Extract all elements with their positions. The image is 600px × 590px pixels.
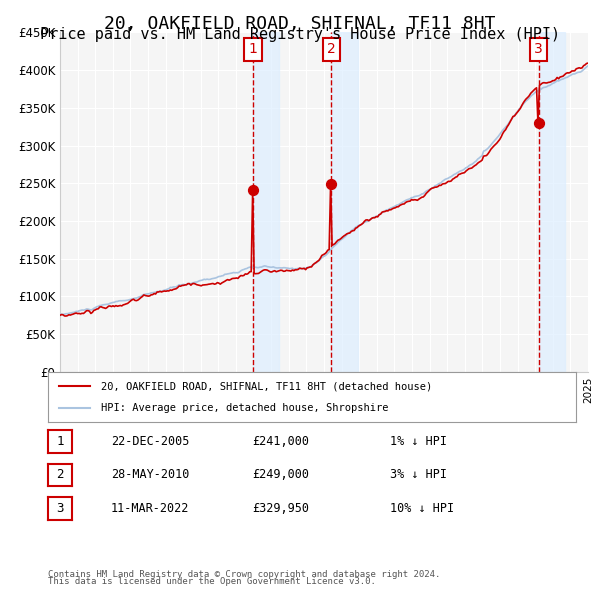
Text: £329,950: £329,950 — [252, 502, 309, 515]
Text: Price paid vs. HM Land Registry's House Price Index (HPI): Price paid vs. HM Land Registry's House … — [40, 27, 560, 41]
Text: 3: 3 — [534, 42, 543, 57]
Text: 1: 1 — [248, 42, 257, 57]
Text: 20, OAKFIELD ROAD, SHIFNAL, TF11 8HT (detached house): 20, OAKFIELD ROAD, SHIFNAL, TF11 8HT (de… — [101, 382, 432, 392]
Text: 22-DEC-2005: 22-DEC-2005 — [111, 435, 190, 448]
Text: 20, OAKFIELD ROAD, SHIFNAL, TF11 8HT: 20, OAKFIELD ROAD, SHIFNAL, TF11 8HT — [104, 15, 496, 33]
Text: 2: 2 — [327, 42, 335, 57]
Text: £249,000: £249,000 — [252, 468, 309, 481]
Text: HPI: Average price, detached house, Shropshire: HPI: Average price, detached house, Shro… — [101, 403, 388, 413]
Point — [326, 179, 336, 189]
Text: Contains HM Land Registry data © Crown copyright and database right 2024.: Contains HM Land Registry data © Crown c… — [48, 571, 440, 579]
Text: 10% ↓ HPI: 10% ↓ HPI — [390, 502, 454, 515]
Point — [534, 118, 544, 127]
Text: 3: 3 — [56, 502, 64, 515]
Text: £241,000: £241,000 — [252, 435, 309, 448]
Text: This data is licensed under the Open Government Licence v3.0.: This data is licensed under the Open Gov… — [48, 578, 376, 586]
Bar — [253, 32, 280, 372]
Bar — [539, 32, 565, 372]
Text: 2: 2 — [56, 468, 64, 481]
Bar — [331, 32, 358, 372]
Text: 3% ↓ HPI: 3% ↓ HPI — [390, 468, 447, 481]
Point — [248, 185, 258, 195]
Text: 1% ↓ HPI: 1% ↓ HPI — [390, 435, 447, 448]
Text: 28-MAY-2010: 28-MAY-2010 — [111, 468, 190, 481]
Text: 1: 1 — [56, 435, 64, 448]
Text: 11-MAR-2022: 11-MAR-2022 — [111, 502, 190, 515]
